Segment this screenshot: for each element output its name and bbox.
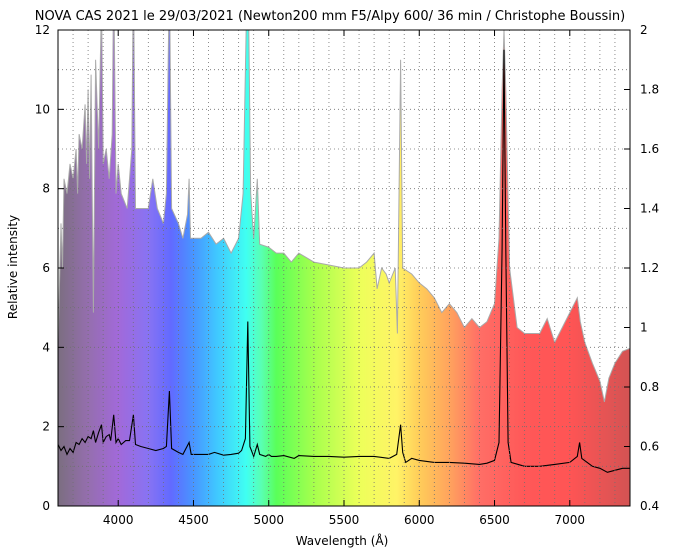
y-tick-label: 12 [35, 23, 50, 37]
x-tick-label: 5500 [329, 513, 360, 527]
y2-tick-label: 1.4 [640, 202, 659, 216]
y-tick-label: 6 [42, 261, 50, 275]
y-tick-label: 2 [42, 420, 50, 434]
y2-tick-label: 0.6 [640, 440, 659, 454]
x-tick-label: 6500 [479, 513, 510, 527]
y-tick-label: 8 [42, 182, 50, 196]
x-axis-label: Wavelength (Å) [296, 533, 389, 548]
y-axis-label: Relative intensity [6, 215, 20, 319]
y2-tick-label: 1.2 [640, 261, 659, 275]
y-tick-label: 10 [35, 102, 50, 116]
y2-tick-label: 2 [640, 23, 648, 37]
x-tick-label: 5000 [253, 513, 284, 527]
chart-title: NOVA CAS 2021 le 29/03/2021 (Newton200 m… [35, 9, 625, 24]
series-left-axis-line [58, 49, 630, 473]
y2-tick-label: 0.8 [640, 380, 659, 394]
x-tick-label: 7000 [555, 513, 586, 527]
y2-tick-label: 1.6 [640, 142, 659, 156]
y-tick-label: 0 [42, 499, 50, 513]
y2-tick-label: 1 [640, 321, 648, 335]
y-tick-label: 4 [42, 340, 50, 354]
x-tick-label: 4500 [178, 513, 209, 527]
y2-tick-label: 1.8 [640, 83, 659, 97]
y2-tick-label: 0.4 [640, 499, 659, 513]
x-tick-label: 6000 [404, 513, 435, 527]
x-tick-label: 4000 [103, 513, 134, 527]
